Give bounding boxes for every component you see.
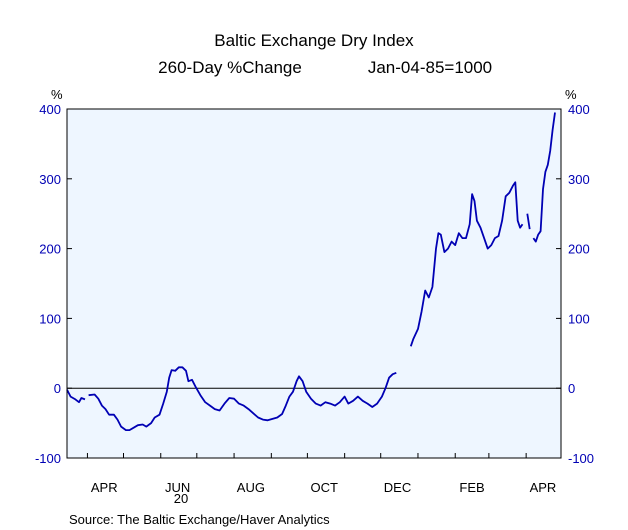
x-tick-label: AUG [237, 480, 265, 495]
y-tick-label-right: 200 [568, 242, 590, 257]
y-tick-label-right: 100 [568, 311, 590, 326]
series-line-segment [526, 213, 531, 230]
y-tick-label-left: 400 [39, 102, 61, 117]
series-line-segment [532, 112, 556, 243]
y-unit-left: % [51, 87, 63, 102]
y-tick-label-left: 300 [39, 172, 61, 187]
chart-title: Baltic Exchange Dry Index [214, 31, 414, 50]
y-tick-label-right: 300 [568, 172, 590, 187]
plot-area [67, 109, 561, 458]
x-tick-label: JUN [165, 480, 190, 495]
x-year-label: 20 [174, 491, 188, 506]
y-unit-right: % [565, 87, 577, 102]
x-tick-label: APR [530, 480, 557, 495]
series-line-segment [66, 389, 86, 404]
plot-frame [66, 108, 562, 459]
x-tick-label: OCT [310, 480, 338, 495]
x-tick-label: DEC [384, 480, 411, 495]
y-tick-label-left: 0 [54, 381, 61, 396]
x-tick-label: APR [91, 480, 118, 495]
x-tick-label: FEB [459, 480, 484, 495]
y-tick-label-left: 200 [39, 242, 61, 257]
source-note: Source: The Baltic Exchange/Haver Analyt… [69, 512, 330, 527]
y-tick-label-left: -100 [35, 451, 61, 466]
y-tick-label-left: 100 [39, 311, 61, 326]
y-tick-label-right: -100 [568, 451, 594, 466]
series-line-segment [409, 181, 524, 347]
y-tick-label-right: 0 [568, 381, 575, 396]
chart-subtitle-right: Jan-04-85=1000 [368, 58, 492, 77]
chart-subtitle-left: 260-Day %Change [158, 58, 302, 77]
y-tick-label-right: 400 [568, 102, 590, 117]
series-line-segment [88, 366, 397, 432]
